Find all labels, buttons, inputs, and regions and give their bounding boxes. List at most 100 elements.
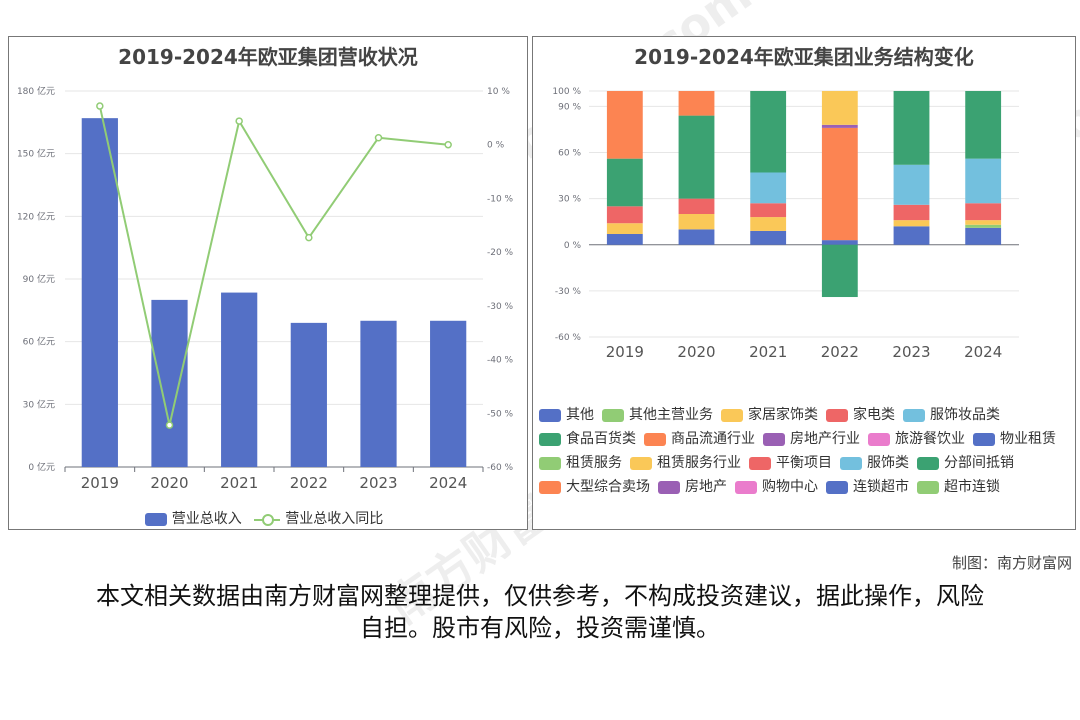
x-tick-label: 2019 — [81, 474, 119, 492]
y-tick-label: 100 % — [552, 87, 581, 97]
legend-label: 分部间抵销 — [944, 455, 1014, 471]
legend-item[interactable]: 家电类 — [826, 403, 895, 427]
legend-item[interactable]: 其他 — [539, 403, 594, 427]
legend-swatch — [630, 456, 652, 470]
revenue-yoy-point — [305, 233, 313, 242]
stacked-segment — [606, 223, 643, 234]
legend-item[interactable]: 家居家饰类 — [721, 403, 818, 427]
legend-label: 食品百货类 — [566, 431, 636, 447]
stacked-segment — [893, 164, 930, 205]
legend-label: 物业租赁 — [1000, 431, 1056, 447]
y-tick-label: 60 % — [558, 149, 581, 159]
stacked-segment — [750, 230, 787, 245]
stacked-segment — [893, 220, 930, 227]
legend-item[interactable]: 商品流通行业 — [644, 427, 755, 451]
legend-swatch — [735, 480, 757, 494]
revenue-chart: 0 亿元 30 亿元 60 亿元 90 亿元 120 亿元 150 亿元 180 亿元 -60… — [17, 85, 514, 492]
stacked-segment — [965, 203, 1002, 221]
legend-swatch — [721, 408, 743, 422]
stacked-segment — [821, 91, 858, 125]
stacked-segment — [678, 214, 715, 230]
chart-credit: 制图：南方财富网 — [951, 554, 1072, 572]
legend-label: 服饰类 — [867, 455, 909, 471]
legend-label: 其他 — [566, 407, 594, 423]
legend-label: 租赁服务 — [566, 455, 622, 471]
legend-item[interactable]: 分部间抵销 — [917, 451, 1014, 475]
legend-label-revenue-yoy: 营业总收入同比 — [285, 511, 384, 527]
legend-item[interactable]: 租赁服务行业 — [630, 451, 741, 475]
y-right-tick-label: -50 % — [487, 409, 514, 419]
legend-swatch — [763, 432, 785, 446]
stacked-segment — [965, 158, 1002, 204]
legend-label-revenue: 营业总收入 — [171, 511, 242, 527]
revenue-chart-legend: 营业总收入 营业总收入同比 — [9, 507, 527, 531]
stacked-segment — [821, 124, 858, 128]
revenue-bar — [290, 322, 327, 467]
legend-item[interactable]: 服饰妆品类 — [903, 403, 1000, 427]
legend-item[interactable]: 房地产行业 — [763, 427, 860, 451]
x-tick-label: 2023 — [359, 474, 397, 492]
stacked-segment — [750, 203, 787, 218]
stacked-segment — [965, 224, 1002, 228]
legend-swatch-revenue-yoy — [254, 513, 281, 526]
legend-label: 房地产行业 — [790, 431, 860, 447]
legend-item[interactable]: 食品百货类 — [539, 427, 636, 451]
legend-swatch-revenue — [144, 512, 167, 526]
stacked-segment — [893, 91, 930, 165]
business-structure-panel: 2019-2024年欧亚集团业务结构变化 -60 % -30 % 0 % 30 % 60… — [532, 36, 1076, 530]
stacked-segment — [965, 91, 1002, 159]
stacked-segment — [965, 227, 1002, 245]
business-structure-chart: -60 % -30 % 0 % 30 % 60 % 90 % 100 % 2019 2020 20… — [552, 87, 1019, 361]
legend-item[interactable]: 房地产 — [658, 475, 727, 499]
revenue-yoy-point — [374, 133, 383, 142]
legend-swatch — [826, 480, 848, 494]
y-right-tick-label: -60 % — [487, 463, 514, 473]
legend-label: 租赁服务行业 — [657, 455, 741, 471]
y-left-tick-label: 0 亿元 — [28, 461, 55, 473]
stacked-segment — [750, 172, 787, 204]
x-tick-label: 2021 — [220, 474, 258, 492]
revenue-bar — [430, 320, 467, 467]
legend-item[interactable]: 大型综合卖场 — [539, 475, 650, 499]
stacked-segment — [965, 220, 1002, 225]
legend-swatch — [840, 456, 862, 470]
legend-swatch — [644, 432, 666, 446]
y-right-tick-label: -40 % — [487, 356, 514, 366]
x-tick-label: 2022 — [821, 343, 859, 361]
legend-swatch — [868, 432, 890, 446]
y-tick-label: 90 % — [558, 102, 581, 112]
legend-item[interactable]: 旅游餐饮业 — [868, 427, 965, 451]
legend-swatch — [749, 456, 771, 470]
revenue-bar — [151, 299, 188, 467]
legend-label: 家电类 — [853, 407, 895, 423]
legend-item[interactable]: 物业租赁 — [973, 427, 1056, 451]
stacked-segment — [678, 115, 715, 199]
revenue-chart-panel: 2019-2024年欧亚集团营收状况 0 亿元 30 亿元 60 亿元 90 亿元 12… — [8, 36, 528, 530]
legend-item-revenue-yoy[interactable]: 营业总收入同比 — [254, 507, 383, 531]
stacked-segment — [606, 91, 643, 159]
legend-label: 商品流通行业 — [671, 431, 755, 447]
y-right-tick-label: 10 % — [487, 87, 510, 97]
legend-item[interactable]: 连锁超市 — [826, 475, 909, 499]
legend-swatch — [658, 480, 680, 494]
x-tick-label: 2023 — [892, 343, 930, 361]
legend-label: 家居家饰类 — [748, 407, 818, 423]
y-left-tick-label: 150 亿元 — [17, 148, 55, 160]
legend-item[interactable]: 租赁服务 — [539, 451, 622, 475]
legend-item[interactable]: 平衡项目 — [749, 451, 832, 475]
legend-item[interactable]: 服饰类 — [840, 451, 909, 475]
legend-item-revenue[interactable]: 营业总收入 — [144, 507, 242, 531]
stacked-segment — [678, 198, 715, 214]
y-left-tick-label: 30 亿元 — [23, 398, 55, 410]
revenue-yoy-point — [235, 117, 243, 125]
legend-label: 其他主营业务 — [629, 407, 713, 423]
legend-item[interactable]: 超市连锁 — [917, 475, 1000, 499]
stacked-segment — [821, 240, 858, 245]
revenue-yoy-line — [98, 105, 449, 426]
y-right-tick-label: 0 % — [487, 141, 505, 151]
legend-label: 大型综合卖场 — [566, 479, 650, 495]
legend-item[interactable]: 购物中心 — [735, 475, 818, 499]
legend-item[interactable]: 其他主营业务 — [602, 403, 713, 427]
business-structure-legend: 其他 其他主营业务 家居家饰类 家电类 服饰妆品类食品百货类 商品流通行业 房地产行业 旅游餐… — [539, 403, 1071, 499]
x-tick-label: 2021 — [749, 343, 787, 361]
